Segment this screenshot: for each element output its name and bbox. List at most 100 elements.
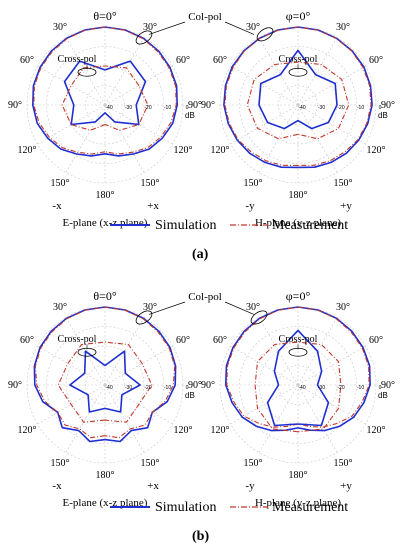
cross-pol-label: Cross-pol — [58, 334, 97, 345]
angle-tick-label: 120° — [18, 425, 37, 436]
radial-tick-label: -10 — [357, 105, 364, 111]
angle-tick-label: 60° — [176, 55, 190, 66]
radial-unit-label: dB — [185, 391, 195, 400]
plane-title: H-plane (y-z plane) — [255, 217, 341, 229]
angle-tick-label: 60° — [213, 55, 227, 66]
side-label-plus: +y — [340, 200, 352, 212]
angle-tick-label: 90° — [381, 100, 395, 111]
grid-spoke — [104, 384, 173, 425]
angle-tick-label: 90° — [8, 380, 22, 391]
angle-tick-label: 150° — [51, 178, 70, 189]
angle-tick-label: 150° — [334, 458, 353, 469]
angle-tick-label: 90° — [188, 100, 202, 111]
series-simulation-cross-pol — [69, 350, 141, 413]
radial-tick-label: 0 — [186, 105, 189, 111]
grid-spoke — [65, 37, 106, 106]
radial-tick-label: -20 — [144, 105, 151, 111]
angle-tick-label: 90° — [201, 100, 215, 111]
angle-tick-label: 180° — [289, 190, 308, 201]
angle-zero-label: θ=0° — [93, 289, 117, 303]
side-label-minus: -y — [245, 200, 255, 212]
col-pol-label: Col-pol — [188, 291, 222, 303]
grid-spoke — [258, 317, 299, 386]
col-pol-leader — [148, 21, 186, 35]
radial-tick-label: 0 — [379, 105, 382, 111]
angle-tick-label: 30° — [336, 302, 350, 313]
angle-tick-label: 90° — [8, 100, 22, 111]
radial-tick-label: -40 — [105, 385, 112, 391]
side-label-minus: -x — [52, 200, 62, 212]
series-measurement-col-pol — [34, 306, 176, 439]
radial-tick-label: -30 — [318, 385, 325, 391]
grid-circle — [85, 85, 125, 125]
radial-tick-label: -40 — [298, 105, 305, 111]
col-pol-ellipse — [250, 310, 268, 325]
panel-label-b: (b) — [192, 529, 209, 544]
grid-circle — [278, 85, 318, 125]
angle-tick-label: 30° — [143, 22, 157, 33]
angle-tick-label: 120° — [173, 425, 192, 436]
radial-unit-label: dB — [378, 391, 388, 400]
radial-tick-label: -30 — [125, 385, 132, 391]
grid-spoke — [104, 37, 145, 106]
grid-spoke — [297, 37, 338, 106]
angle-tick-label: 30° — [246, 302, 260, 313]
legend-measurement-label: Measurement — [272, 218, 348, 233]
radial-unit-label: dB — [185, 111, 195, 120]
radial-tick-label: 0 — [186, 385, 189, 391]
grid-circle — [46, 46, 164, 164]
side-label-minus: -x — [52, 480, 62, 492]
legend-b: Simulation Measurement — [110, 500, 348, 515]
legend-a: Simulation Measurement — [110, 218, 348, 233]
angle-tick-label: 120° — [211, 145, 230, 156]
grid-circle — [239, 326, 357, 444]
angle-tick-label: 30° — [143, 302, 157, 313]
grid-spoke — [297, 317, 338, 386]
angle-tick-label: 180° — [96, 470, 115, 481]
grid-spoke — [230, 65, 299, 106]
radial-tick-label: -30 — [125, 105, 132, 111]
grid-circle — [46, 326, 164, 444]
grid-spoke — [104, 345, 173, 386]
angle-tick-label: 180° — [289, 470, 308, 481]
legend-simulation-label: Simulation — [155, 218, 216, 233]
series-measurement-cross-pol — [57, 341, 153, 423]
angle-tick-label: 120° — [173, 145, 192, 156]
radial-tick-label: -10 — [164, 385, 171, 391]
grid-spoke — [230, 345, 299, 386]
polar-chart-1: -40 -30 -20 -10 0dB 30° 60° 90° 120° 150° 180° 150°… — [8, 9, 202, 229]
polar-chart-2: -40 -30 -20 -10 0dB 30° 60° 90° 120° 150° 180° 150°… — [201, 9, 395, 229]
grid-spoke — [37, 65, 106, 106]
angle-tick-label: 90° — [201, 380, 215, 391]
series-measurement-cross-pol — [61, 65, 149, 131]
angle-tick-label: 150° — [141, 458, 160, 469]
angle-tick-label: 60° — [176, 335, 190, 346]
grid-spoke — [37, 104, 106, 145]
angle-tick-label: 60° — [213, 335, 227, 346]
side-label-plus: +y — [340, 480, 352, 492]
grid-spoke — [104, 317, 145, 386]
radial-unit-label: dB — [378, 111, 388, 120]
side-label-minus: -y — [245, 480, 255, 492]
grid-spoke — [258, 384, 299, 453]
series-measurement-col-pol — [226, 306, 370, 428]
angle-tick-label: 30° — [53, 22, 67, 33]
angle-tick-label: 60° — [20, 335, 34, 346]
grid-spoke — [258, 37, 299, 106]
plane-title: E-plane (x-z plane) — [63, 217, 148, 229]
grid-circle — [65, 65, 145, 145]
radial-tick-label: -20 — [337, 385, 344, 391]
angle-tick-label: 150° — [244, 178, 263, 189]
cross-pol-label: Cross-pol — [279, 334, 318, 345]
grid-spoke — [104, 104, 173, 145]
radial-tick-label: -30 — [318, 105, 325, 111]
series-measurement-cross-pol — [254, 341, 342, 433]
angle-tick-label: 30° — [336, 22, 350, 33]
angle-zero-label: φ=0° — [286, 289, 311, 303]
cross-pol-ellipse — [77, 67, 97, 77]
grid-spoke — [297, 65, 366, 106]
angle-tick-label: 30° — [53, 302, 67, 313]
radial-tick-label: -10 — [357, 385, 364, 391]
angle-tick-label: 120° — [366, 145, 385, 156]
